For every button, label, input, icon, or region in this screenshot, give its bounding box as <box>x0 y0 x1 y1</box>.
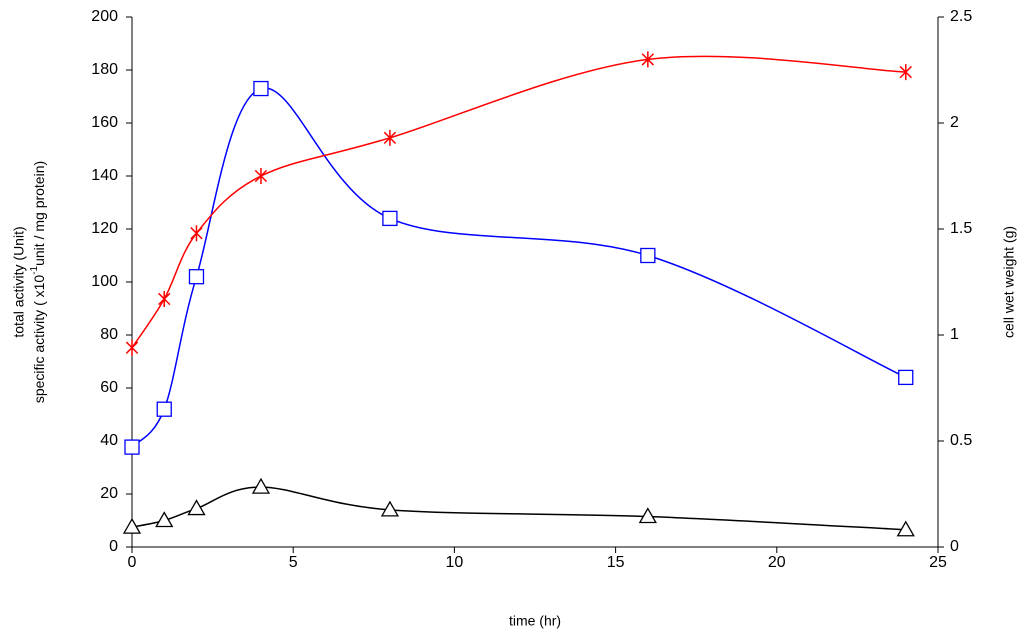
y-tick-label: 140 <box>91 167 118 184</box>
y-axis-label: specific activity ( x10-1unit / mg prote… <box>29 161 47 403</box>
y-tick-label: 120 <box>91 220 118 237</box>
square-marker <box>157 402 171 416</box>
y2-tick-label: 0 <box>950 538 959 555</box>
x-tick-label: 25 <box>929 554 947 571</box>
y-tick-label: 80 <box>100 326 118 343</box>
y2-tick-label: 2 <box>950 114 959 131</box>
star-marker <box>384 130 395 146</box>
y2-tick-label: 2.5 <box>950 8 972 25</box>
chart: time (hr) total activity (Unit) specific… <box>0 0 1023 637</box>
square-marker <box>383 211 397 225</box>
x-tick-label: 0 <box>128 554 137 571</box>
y-tick-label: 180 <box>91 61 118 78</box>
x-tick-label: 15 <box>607 554 625 571</box>
y2-axis-label: cell wet weight (g) <box>1001 226 1017 338</box>
y2-tick-label: 1 <box>950 326 959 343</box>
y2-tick-label: 0.5 <box>950 432 972 449</box>
y2-tick-label: 1.5 <box>950 220 972 237</box>
y-tick-label: 40 <box>100 432 118 449</box>
square-marker <box>899 370 913 384</box>
x-tick-label: 20 <box>768 554 786 571</box>
square-marker <box>125 440 139 454</box>
series-line <box>132 487 906 530</box>
y-tick-label: 60 <box>100 379 118 396</box>
x-tick-label: 5 <box>289 554 298 571</box>
y-tick-label: 0 <box>109 538 118 555</box>
y-axis-label-part: specific activity ( x10 <box>31 275 47 404</box>
series-line <box>132 88 906 447</box>
x-tick-label: 10 <box>446 554 464 571</box>
y-tick-label: 200 <box>91 8 118 25</box>
y-tick-label: 20 <box>100 485 118 502</box>
triangle-marker <box>640 509 656 523</box>
square-marker <box>641 249 655 263</box>
y-axis-label-part: unit / mg protein) <box>31 161 47 266</box>
triangle-marker <box>156 513 172 527</box>
square-marker <box>189 270 203 284</box>
y-tick-label: 160 <box>91 114 118 131</box>
star-marker <box>255 168 266 184</box>
y-axis-label: total activity (Unit) <box>11 226 27 337</box>
square-marker <box>254 82 268 96</box>
y-tick-label: 100 <box>91 273 118 290</box>
x-axis-label: time (hr) <box>509 613 561 629</box>
triangle-marker <box>188 501 204 515</box>
triangle-marker <box>253 479 269 493</box>
